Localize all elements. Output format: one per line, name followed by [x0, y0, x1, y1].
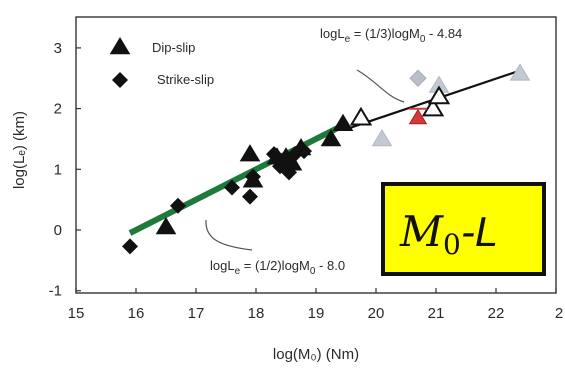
x-tick-label: 17: [188, 305, 205, 322]
dip-slip-point: [242, 170, 264, 188]
y-axis-title: log(Lₑ) (km): [11, 111, 28, 189]
y-tick-label: 3: [54, 40, 62, 57]
legend-label-strike-slip: Strike-slip: [157, 72, 214, 87]
x-tick-label: 22: [488, 305, 505, 322]
x-tick-label: 15: [68, 305, 85, 322]
dip-slip-point: [290, 138, 312, 156]
dip-slip-open-point: [427, 85, 451, 105]
strike-slip-point: [170, 197, 186, 214]
x-tick-label: 19: [308, 305, 325, 322]
m0-l-badge: [381, 182, 546, 276]
x-axis-title: log(M₀) (Nm): [273, 346, 359, 363]
dip-slip-point: [320, 128, 342, 147]
y-tick-label: 1: [54, 161, 62, 178]
x-tick-label: 18: [248, 305, 265, 322]
x-tick-label: 2: [555, 305, 563, 322]
legend-diamond-icon: [112, 72, 128, 88]
x-tick-label: 16: [128, 305, 145, 322]
y-tick-label: 0: [54, 222, 62, 239]
gray-triangle-point: [371, 128, 393, 147]
gray-diamond-point: [409, 69, 427, 87]
strike-slip-point: [122, 238, 138, 255]
callout-curve-half: [205, 219, 253, 251]
dip-slip-point: [281, 153, 303, 171]
fit-line-half: [128, 121, 348, 236]
x-tick-label: 20: [368, 305, 385, 322]
dip-slip-point: [155, 216, 177, 235]
equation-label-half: logLe = (1/2)logM0 - 8.0: [210, 258, 345, 277]
y-tick-label: 2: [54, 101, 62, 118]
dip-slip-open-point: [421, 97, 445, 117]
badge-label: M0-L: [399, 207, 498, 261]
dip-slip-point: [239, 144, 261, 162]
strike-slip-point: [224, 179, 240, 196]
dip-slip-point: [332, 113, 354, 132]
x-tick-label: 21: [428, 305, 445, 322]
gray-triangle-point: [509, 63, 531, 81]
data-points: [109, 37, 531, 255]
strike-slip-point: [242, 188, 258, 205]
dip-slip-open-point: [349, 106, 373, 126]
legend-label-dip-slip: Dip-slip: [152, 40, 195, 55]
red-triangle-point: [408, 108, 428, 125]
callout-curve-third: [356, 69, 405, 103]
annotations: Dip-slip Strike-slip logLe = (1/3)logM0 - …: [152, 26, 546, 277]
equation-label-third: logLe = (1/3)logM0 - 4.84: [320, 26, 462, 45]
legend-triangle-icon: [109, 37, 131, 55]
y-tick-label: -1: [49, 283, 62, 300]
